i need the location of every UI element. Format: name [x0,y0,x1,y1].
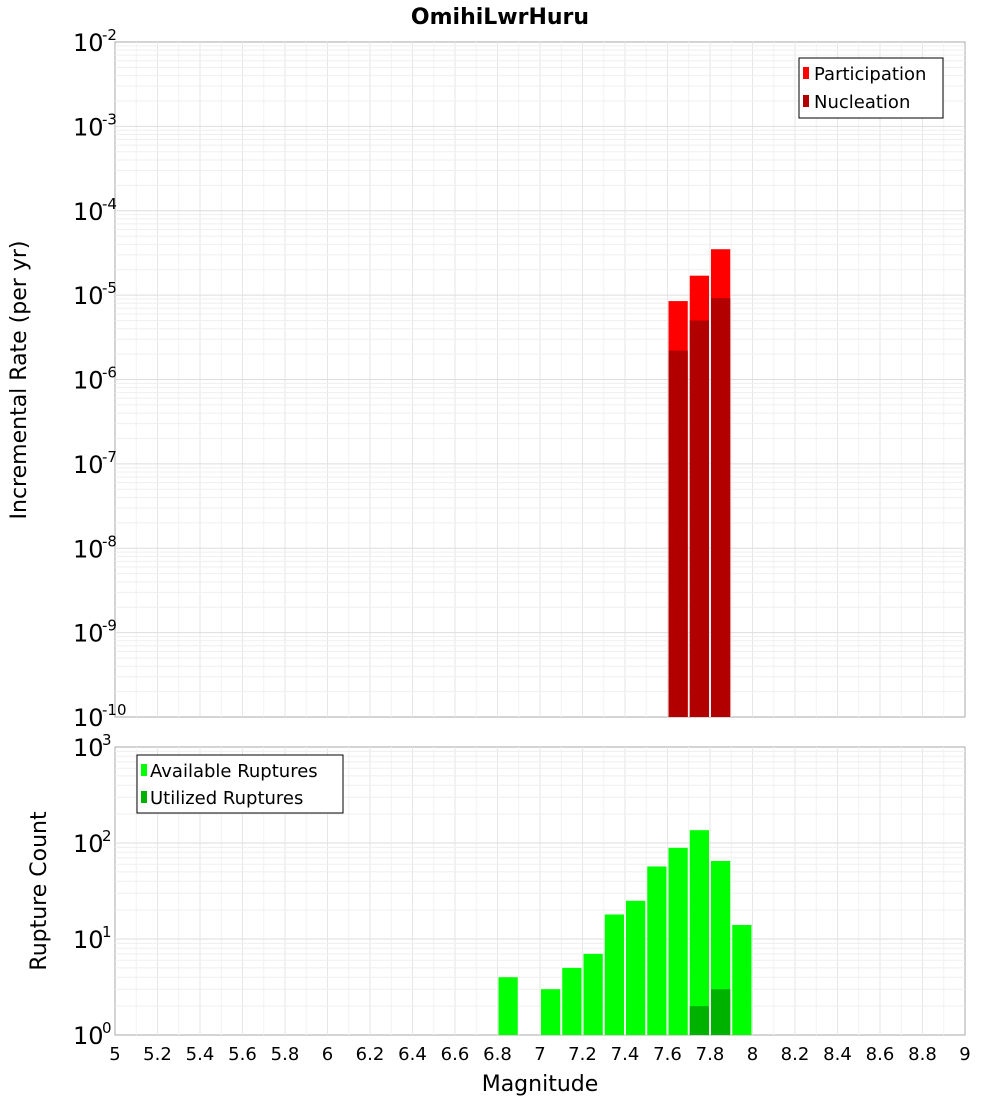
x-tick-label: 7.4 [611,1044,640,1065]
x-tick-label: 6.6 [441,1044,470,1065]
count-grid [115,747,965,1035]
count-y-tick-exponent: 0 [102,1019,112,1037]
rate-y-tick-exponent: -2 [102,26,117,44]
count-bars [498,830,752,1035]
rate-y-tick-label: 10 [73,29,104,57]
rate-y-tick-exponent: -4 [102,195,117,213]
available-legend-label: Available Ruptures [150,761,318,782]
x-tick-label: 8.6 [866,1044,895,1065]
rate-y-tick-exponent: -9 [102,617,117,635]
rate-bar-nucleation [668,350,688,717]
rate-bar-nucleation [711,298,731,717]
rate-y-tick-label: 10 [73,451,104,479]
rate-y-tick-exponent: -7 [102,448,117,466]
rate-y-tick-label: 10 [73,282,104,310]
x-tick-label: 6 [322,1044,333,1065]
rate-bars [668,249,731,718]
rate-y-tick-exponent: -10 [102,701,127,719]
nucleation-legend-label: Nucleation [814,92,910,113]
available-legend-swatch [141,764,147,776]
count-bar-utilized-ruptures [689,1006,709,1035]
count-bar-available-ruptures [626,900,646,1035]
rate-y-tick-label: 10 [73,367,104,395]
count-bar-available-ruptures [562,967,582,1035]
x-tick-label: 5 [109,1044,120,1065]
rate-bar-nucleation [689,320,709,717]
x-tick-labels: 5 5.2 5.4 5.6 5.8 6 6.2 6.4 6.6 6.8 7 7.2 7.4 7.6 7.8 8… [109,1044,970,1065]
rate-y-tick-exponent: -8 [102,532,117,550]
count-bar-utilized-ruptures [711,989,731,1035]
rate-y-tick-exponent: -3 [102,110,117,128]
rate-y-tick-label: 10 [73,704,104,732]
chart-title: OmihiLwrHuru [411,5,589,30]
x-tick-label: 5.6 [228,1044,257,1065]
count-bar-available-ruptures [732,924,752,1035]
x-tick-label: 6.2 [356,1044,385,1065]
participation-legend-swatch [803,67,809,79]
x-axis-label: Magnitude [482,1072,599,1097]
x-tick-label: 8 [747,1044,758,1065]
x-tick-label: 7.8 [696,1044,725,1065]
rate-y-tick-label: 10 [73,535,104,563]
x-tick-label: 5.2 [143,1044,172,1065]
x-tick-label: 6.4 [398,1044,427,1065]
x-tick-label: 8.2 [781,1044,810,1065]
count-y-tick-label: 10 [73,1022,104,1050]
count-y-tick-exponent: 2 [102,827,112,845]
count-bar-available-ruptures [498,977,518,1035]
count-y-tick-exponent: 1 [102,923,112,941]
count-bar-available-ruptures [541,989,561,1035]
count-y-tick-label: 10 [73,734,104,762]
count-legend: Available Ruptures Utilized Ruptures [136,754,344,814]
utilized-legend-swatch [141,791,147,803]
count-y-tick-label: 10 [73,926,104,954]
rate-y-tick-exponent: -5 [102,279,117,297]
rate-y-tick-label: 10 [73,620,104,648]
count-bar-available-ruptures [604,914,624,1035]
count-y-tick-exponent: 3 [102,731,112,749]
count-y-tick-label: 10 [73,830,104,858]
x-tick-label: 8.4 [823,1044,852,1065]
x-tick-label: 6.8 [483,1044,512,1065]
rate-grid [115,42,965,717]
nucleation-legend-swatch [803,95,809,107]
rate-y-tick-exponent: -6 [102,364,117,382]
count-bar-available-ruptures [689,830,709,1035]
x-tick-label: 8.8 [908,1044,937,1065]
count-legend-box [136,754,344,814]
utilized-legend-label: Utilized Ruptures [150,788,303,809]
count-bar-available-ruptures [668,847,688,1035]
rate-y-tick-label: 10 [73,113,104,141]
x-tick-label: 7 [534,1044,545,1065]
count-bar-available-ruptures [583,953,603,1035]
rate-legend-box [798,57,944,119]
x-tick-label: 9 [959,1044,970,1065]
rate-y-axis-label: Incremental Rate (per yr) [7,241,32,520]
count-bar-available-ruptures [647,866,667,1035]
rate-legend: Participation Nucleation [798,57,944,119]
participation-legend-label: Participation [814,64,926,85]
x-tick-label: 7.6 [653,1044,682,1065]
x-tick-label: 7.2 [568,1044,597,1065]
rate-y-tick-label: 10 [73,198,104,226]
x-tick-label: 5.4 [186,1044,215,1065]
x-tick-label: 5.8 [271,1044,300,1065]
count-y-axis-label: Rupture Count [27,811,52,971]
